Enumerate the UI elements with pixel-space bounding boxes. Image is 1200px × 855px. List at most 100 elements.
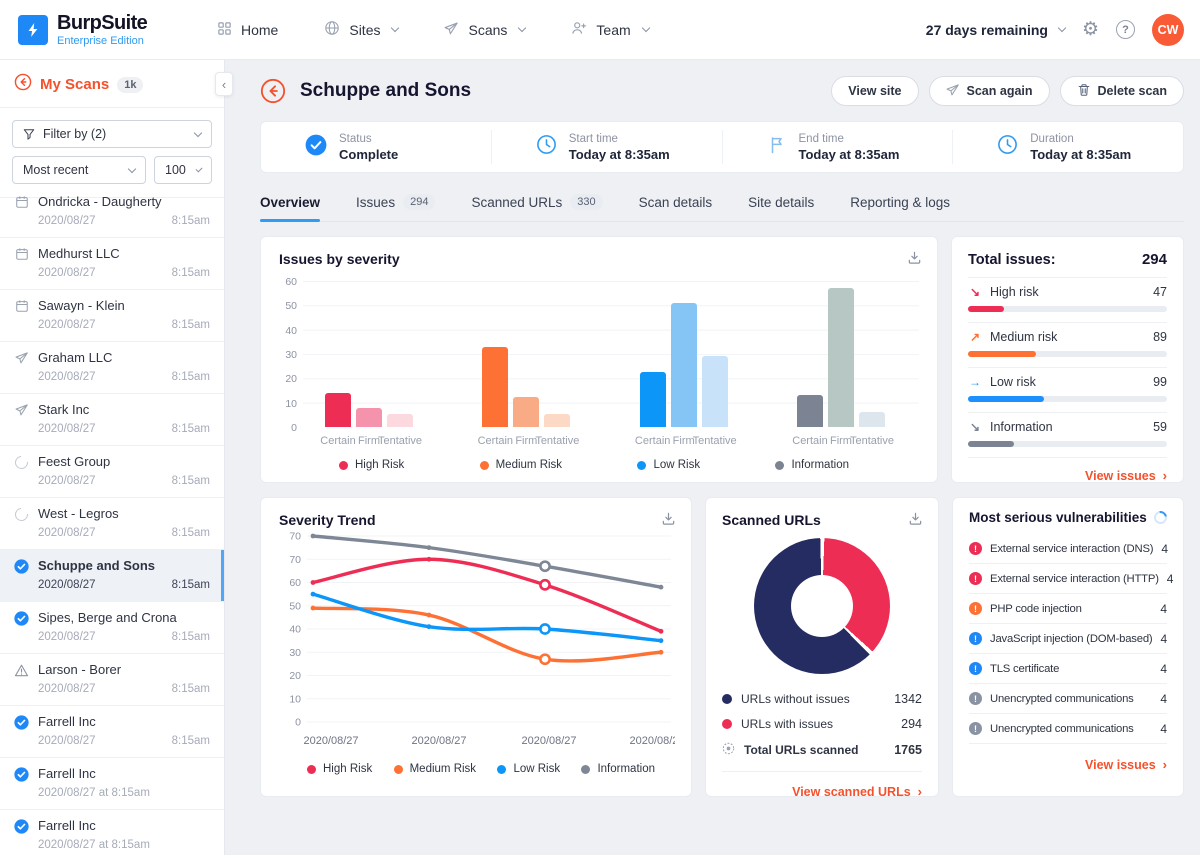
nav-item-team[interactable]: Team <box>571 20 650 39</box>
filter-by-label: Filter by (2) <box>43 127 107 141</box>
scan-list-item[interactable]: Schuppe and Sons 2020/08/27 8:15am <box>0 550 224 602</box>
scan-date: 2020/08/27 <box>38 527 96 539</box>
scan-item-header: Larson - Borer <box>14 662 210 678</box>
vulnerability-row[interactable]: ! External service interaction (DNS) 4 <box>969 534 1168 564</box>
bar-firm: Firm <box>513 397 540 447</box>
scan-list-item[interactable]: Larson - Borer 2020/08/27 8:15am <box>0 654 224 706</box>
scan-item-meta: 2020/08/27 8:15am <box>38 422 210 436</box>
issue-risk-label: Information <box>990 420 1053 434</box>
scan-name: Graham LLC <box>38 350 113 365</box>
legend-dot <box>722 718 732 729</box>
status-label: End time <box>798 132 844 145</box>
tab-site-details[interactable]: Site details <box>748 194 814 221</box>
help-icon[interactable]: ? <box>1116 20 1135 39</box>
scan-list-item[interactable]: Ondricka - Daugherty 2020/08/27 8:15am <box>0 186 224 238</box>
tab-scanned-urls[interactable]: Scanned URLs 330 <box>471 194 603 221</box>
scan-list-item[interactable]: Medhurst LLC 2020/08/27 8:15am <box>0 238 224 290</box>
nav-item-sites[interactable]: Sites <box>324 20 400 39</box>
issue-risk-count: 47 <box>1153 285 1167 299</box>
page-title: Schuppe and Sons <box>300 80 472 101</box>
scan-again-button[interactable]: Scan again <box>928 76 1050 106</box>
scan-list-item[interactable]: Farrell Inc 2020/08/27 at 8:15am <box>0 758 224 810</box>
trend-point <box>310 580 316 585</box>
settings-gear-icon[interactable]: ⚙ <box>1081 19 1099 40</box>
trend-point <box>539 578 551 591</box>
send-icon <box>444 21 459 39</box>
tab-reporting-logs[interactable]: Reporting & logs <box>850 194 950 221</box>
license-remaining[interactable]: 27 days remaining <box>926 22 1067 38</box>
bar-category-label: Certain <box>792 435 828 447</box>
url-legend-row: URLs with issues 294 <box>722 711 922 736</box>
issue-risk-header: ↗ Medium risk 89 <box>968 330 1167 344</box>
trend-point <box>658 628 664 634</box>
progress-fill <box>968 306 1004 312</box>
severity-low-icon: ! <box>969 632 982 645</box>
tab-label: Overview <box>260 194 321 210</box>
trend-point <box>426 612 432 618</box>
sort-select[interactable]: Most recent <box>12 156 146 184</box>
vulnerability-row[interactable]: ! Unencrypted communications 4 <box>969 714 1167 744</box>
legend-item: Medium Risk <box>479 459 562 471</box>
svg-text:60: 60 <box>289 577 301 589</box>
legend-dot <box>479 460 489 470</box>
scan-list-item[interactable]: Sawayn - Klein 2020/08/27 8:15am <box>0 290 224 342</box>
tab-overview[interactable]: Overview <box>260 194 321 222</box>
vulnerability-row[interactable]: ! External service interaction (HTTP) 4 <box>969 564 1173 594</box>
bar-tentative: Tentative <box>850 412 894 447</box>
scan-list-item[interactable]: Graham LLC 2020/08/27 8:15am <box>0 342 224 394</box>
scan-list-item[interactable]: Feest Group 2020/08/27 8:15am <box>0 446 224 498</box>
chevron-right-icon: › <box>917 784 922 797</box>
page-back-button[interactable] <box>260 78 286 104</box>
warning-status-icon <box>14 663 29 678</box>
view-scanned-urls-link[interactable]: View scanned URLs › <box>722 771 922 797</box>
chevron-down-icon <box>641 23 650 33</box>
trend-point <box>658 649 664 655</box>
scan-list-item[interactable]: Sipes, Berge and Crona 2020/08/27 8:15am <box>0 602 224 654</box>
user-avatar[interactable]: CW <box>1152 13 1184 46</box>
download-icon[interactable] <box>659 509 678 531</box>
nav-item-home[interactable]: Home <box>217 21 278 39</box>
burp-suite-logo[interactable]: BurpSuite Enterprise Edition <box>18 13 203 47</box>
vulnerability-row[interactable]: ! PHP code injection 4 <box>969 594 1167 624</box>
trend-line-medium-risk <box>311 606 663 663</box>
view-issues-link[interactable]: View issues › <box>968 457 1167 482</box>
vulnerability-row[interactable]: ! Unencrypted communications 4 <box>969 684 1167 714</box>
download-icon[interactable] <box>905 248 924 270</box>
sidebar-collapse-button[interactable]: ‹ <box>215 72 233 96</box>
tab-scan-details[interactable]: Scan details <box>639 194 713 221</box>
y-tick-label: 50 <box>285 300 297 313</box>
scan-item-header: Sawayn - Klein <box>14 298 210 314</box>
tab-issues[interactable]: Issues 294 <box>356 194 436 221</box>
spinner-status-icon <box>12 452 31 472</box>
page-size-select[interactable]: 100 <box>154 156 212 184</box>
legend-item: Information <box>775 459 849 471</box>
legend-label: Information <box>791 459 849 471</box>
scan-list-item[interactable]: West - Legros 2020/08/27 8:15am <box>0 498 224 550</box>
total-issues-value: 294 <box>1141 251 1167 268</box>
filter-by-select[interactable]: Filter by (2) <box>12 120 212 148</box>
tab-count-badge: 294 <box>403 194 436 210</box>
bar-certain: Certain <box>478 347 513 447</box>
back-circle-icon[interactable] <box>14 73 32 96</box>
scan-list-item[interactable]: Farrell Inc 2020/08/27 at 8:15am <box>0 810 224 855</box>
view-issues-link[interactable]: View issues › <box>1085 757 1167 772</box>
scan-list-item[interactable]: Stark Inc 2020/08/27 8:15am <box>0 394 224 446</box>
chevron-down-icon <box>391 23 400 33</box>
brand-edition: Enterprise Edition <box>57 34 144 47</box>
nav-item-scans[interactable]: Scans <box>444 21 527 39</box>
severity-info-icon: ! <box>969 722 982 735</box>
scan-list-item[interactable]: Farrell Inc 2020/08/27 8:15am <box>0 706 224 758</box>
status-cell-start-time: Start time Today at 8:35am <box>490 130 722 164</box>
delete-scan-button[interactable]: Delete scan <box>1059 76 1184 106</box>
vulnerability-label: PHP code injection <box>990 602 1082 615</box>
vulnerability-row[interactable]: ! TLS certificate 4 <box>969 654 1167 684</box>
svg-text:20: 20 <box>289 670 301 682</box>
download-icon[interactable] <box>906 509 925 531</box>
vulnerability-count: 4 <box>1166 571 1174 586</box>
legend-label: Information <box>597 763 655 775</box>
status-label: Status <box>339 132 372 145</box>
svg-text:70: 70 <box>289 554 301 566</box>
legend-label: High Risk <box>355 459 405 471</box>
view-site-button[interactable]: View site <box>831 76 919 106</box>
vulnerability-row[interactable]: ! JavaScript injection (DOM-based) 4 <box>969 624 1167 654</box>
